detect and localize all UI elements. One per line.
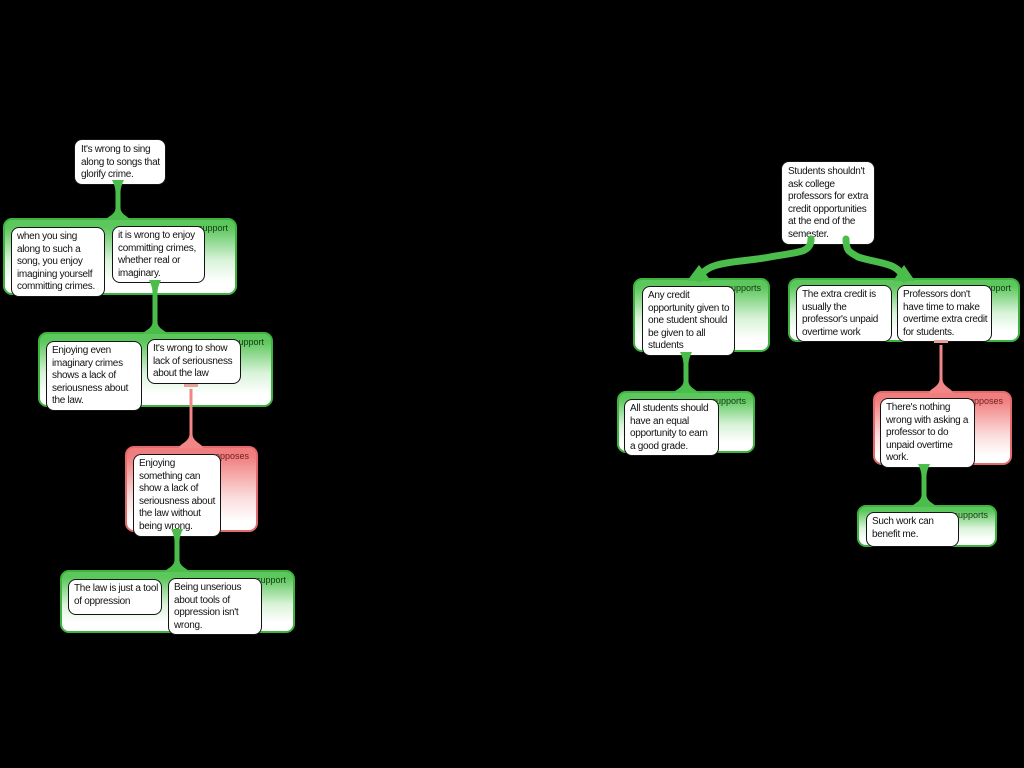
claim-box[interactable]: The law is just a tool of oppression xyxy=(68,579,162,615)
group-relation-label: opposes xyxy=(968,396,1003,406)
claim-box[interactable]: Such work can benefit me. xyxy=(866,512,959,547)
argument-group[interactable]: supports Any credit opportunity given to… xyxy=(633,278,770,356)
claim-box[interactable]: It's wrong to sing along to songs that g… xyxy=(74,139,166,185)
group-relation-label: supports xyxy=(711,396,746,406)
argument-group[interactable]: opposes Enjoying something can show a la… xyxy=(125,446,258,537)
argument-group[interactable]: supports Such work can benefit me. xyxy=(857,505,997,547)
claim-box[interactable]: All students should have an equal opport… xyxy=(624,399,719,457)
claim-box[interactable]: it is wrong to enjoy committing crimes, … xyxy=(112,226,205,284)
claim-box[interactable]: when you sing along to such a song, you … xyxy=(11,227,105,297)
claim-box[interactable]: The extra credit is usually the professo… xyxy=(796,285,892,343)
group-relation-label: support xyxy=(233,337,264,347)
argument-group[interactable]: opposes There's nothing wrong with askin… xyxy=(873,391,1012,468)
group-relation-label: supports xyxy=(726,283,761,293)
claim-box[interactable]: Professors don't have time to make overt… xyxy=(897,285,992,343)
argument-group[interactable]: supports All students should have an equ… xyxy=(617,391,755,457)
group-relation-label: support xyxy=(197,223,228,233)
argument-group[interactable]: support when you sing along to such a so… xyxy=(3,218,237,297)
group-relation-label: support xyxy=(255,575,286,585)
oppose-connector xyxy=(929,345,953,393)
claim-box[interactable]: It's wrong to show lack of seriousness a… xyxy=(147,339,241,384)
group-relation-label: supports xyxy=(953,510,988,520)
support-connector xyxy=(912,464,936,507)
support-connector xyxy=(842,235,908,283)
argument-group[interactable]: support The extra credit is usually the … xyxy=(788,278,1020,343)
claim-box[interactable]: There's nothing wrong with asking a prof… xyxy=(880,398,975,468)
support-connector xyxy=(674,352,698,393)
support-connector xyxy=(106,180,130,220)
group-relation-label: support xyxy=(980,283,1011,293)
claim-box[interactable]: Any credit opportunity given to one stud… xyxy=(642,286,735,356)
argument-group[interactable]: support The law is just a tool of oppres… xyxy=(60,570,295,636)
claim-box[interactable]: Students shouldn't ask college professor… xyxy=(781,161,875,245)
support-connector xyxy=(695,235,815,283)
group-relation-label: opposes xyxy=(214,451,249,461)
claim-box[interactable]: Being unserious about tools of oppressio… xyxy=(168,578,262,636)
claim-box[interactable]: Enjoying something can show a lack of se… xyxy=(133,454,221,537)
claim-box[interactable]: Enjoying even imaginary crimes shows a l… xyxy=(46,341,142,411)
argument-group[interactable]: support Enjoying even imaginary crimes s… xyxy=(38,332,273,411)
